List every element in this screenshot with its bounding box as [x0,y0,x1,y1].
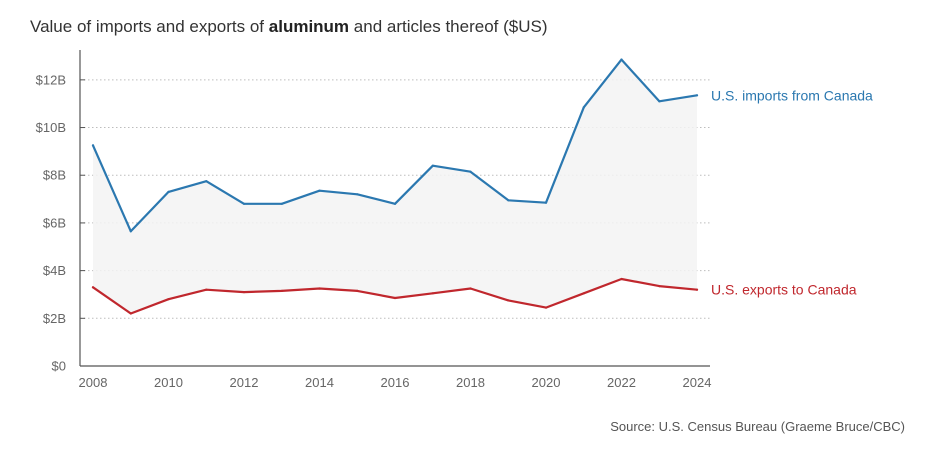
y-tick-label: $10B [36,120,66,135]
data-point [91,286,95,289]
data-point [431,164,434,167]
chart-title-bold: aluminum [268,17,350,36]
series-label-1: U.S. exports to Canada [711,282,857,298]
data-point [356,289,359,292]
data-point [356,193,359,196]
y-tick-label: $12B [36,72,66,87]
data-point [507,299,510,302]
data-point [695,94,699,97]
data-point [167,190,170,193]
data-point [658,100,661,103]
data-point [658,285,661,288]
x-tick-label: 2014 [305,375,334,390]
y-tick-label: $0 [52,359,66,374]
x-tick-label: 2010 [154,375,183,390]
x-tick-label: 2008 [79,375,108,390]
area-between-series [93,59,697,314]
data-point [620,277,623,281]
x-tick-label: 2020 [532,375,561,390]
data-point [318,189,321,192]
data-point [620,58,623,61]
data-point [582,106,585,109]
data-point [469,287,472,290]
y-tick-label: $6B [43,215,66,230]
data-point [393,202,397,205]
data-point [544,306,548,309]
data-point [242,202,246,205]
x-tick-label: 2022 [607,375,636,390]
data-point [469,170,472,173]
series-lines [91,58,699,315]
data-point [544,201,548,204]
y-tick-label: $8B [43,168,66,183]
data-point [91,144,95,147]
x-tick-label: 2024 [683,375,712,390]
data-point [129,312,132,315]
data-point [695,288,699,291]
chart-title-suffix: and articles thereof ($US) [349,17,548,36]
data-point [431,292,434,295]
series-label-0: U.S. imports from Canada [711,87,873,103]
chart-title-prefix: Value of imports and exports of [30,17,269,36]
data-point [280,289,283,292]
chart-title: Value of imports and exports of aluminum… [30,17,547,37]
data-point [205,288,208,291]
data-point [167,298,170,301]
data-point [318,287,321,290]
y-tick-label: $4B [43,263,66,278]
data-point [507,199,510,202]
data-point [242,291,246,294]
x-tick-label: 2016 [381,375,410,390]
axes: $0 $2B $4B $6B $8B $10B $12B 2008 2010 2012 2014 20… [36,50,712,390]
data-point [582,292,585,295]
y-tick-label: $2B [43,311,66,326]
series-labels: U.S. imports from Canada U.S. exports to … [711,87,873,297]
x-tick-label: 2018 [456,375,485,390]
source-note: Source: U.S. Census Bureau (Graeme Bruce… [610,419,905,434]
data-point [280,202,283,205]
x-tick-label: 2012 [230,375,259,390]
data-point [129,230,132,233]
data-point [393,296,397,300]
data-point [205,180,208,183]
